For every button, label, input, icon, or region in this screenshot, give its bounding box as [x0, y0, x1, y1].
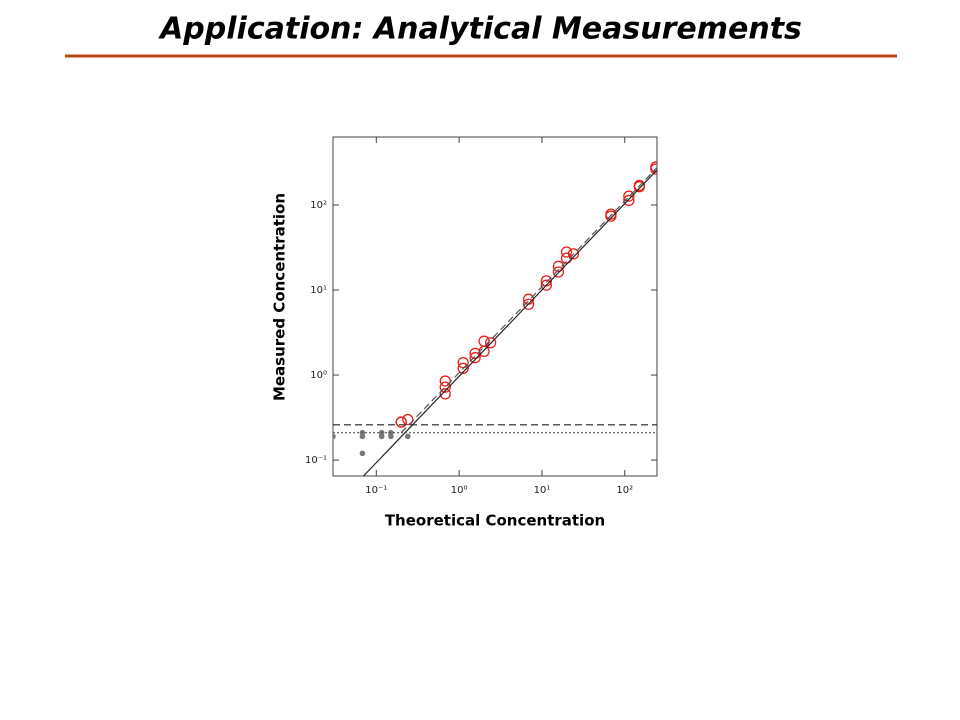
- measured-point: [478, 345, 490, 357]
- measured-point: [484, 337, 497, 349]
- y-tick-label: 10¹: [310, 285, 327, 296]
- measured-point: [560, 246, 573, 258]
- measured-point: [633, 179, 646, 192]
- measured-point: [402, 413, 414, 426]
- reference-line: [400, 167, 657, 434]
- y-tick-label: 10⁻¹: [305, 455, 327, 466]
- reference-line: [363, 169, 657, 476]
- below-limit-point: [388, 433, 394, 440]
- y-tick-label: 10²: [310, 200, 327, 211]
- measured-point: [623, 194, 635, 207]
- measured-point: [623, 190, 635, 202]
- x-axis-label: Theoretical Concentration: [385, 512, 605, 530]
- below-limit-point: [333, 433, 336, 440]
- slide-title: Application: Analytical Measurements: [158, 12, 802, 47]
- measured-point: [439, 388, 451, 400]
- y-axis-label: Measured Concentration: [271, 193, 289, 401]
- below-limit-point: [359, 433, 366, 440]
- measured-point: [457, 356, 469, 369]
- x-tick-label: 10²: [616, 485, 633, 496]
- measured-point: [605, 208, 617, 220]
- measured-point: [522, 298, 535, 310]
- below-limit-point: [359, 450, 366, 457]
- measured-point: [478, 335, 490, 347]
- measured-point: [567, 248, 580, 260]
- measured-point: [552, 266, 565, 278]
- measured-point: [540, 279, 552, 291]
- below-limit-point: [404, 433, 411, 440]
- measured-point: [552, 260, 565, 272]
- measured-point: [469, 352, 481, 364]
- measured-point: [457, 362, 469, 374]
- y-tick-label: 10⁰: [310, 370, 327, 381]
- measured-point: [395, 416, 407, 428]
- plot-frame: [332, 136, 658, 477]
- x-tick-label: 10⁻¹: [365, 485, 387, 496]
- measured-point: [439, 381, 451, 393]
- x-tick-label: 10¹: [534, 485, 551, 496]
- x-tick-label: 10⁰: [451, 485, 468, 496]
- below-limit-point: [378, 433, 385, 440]
